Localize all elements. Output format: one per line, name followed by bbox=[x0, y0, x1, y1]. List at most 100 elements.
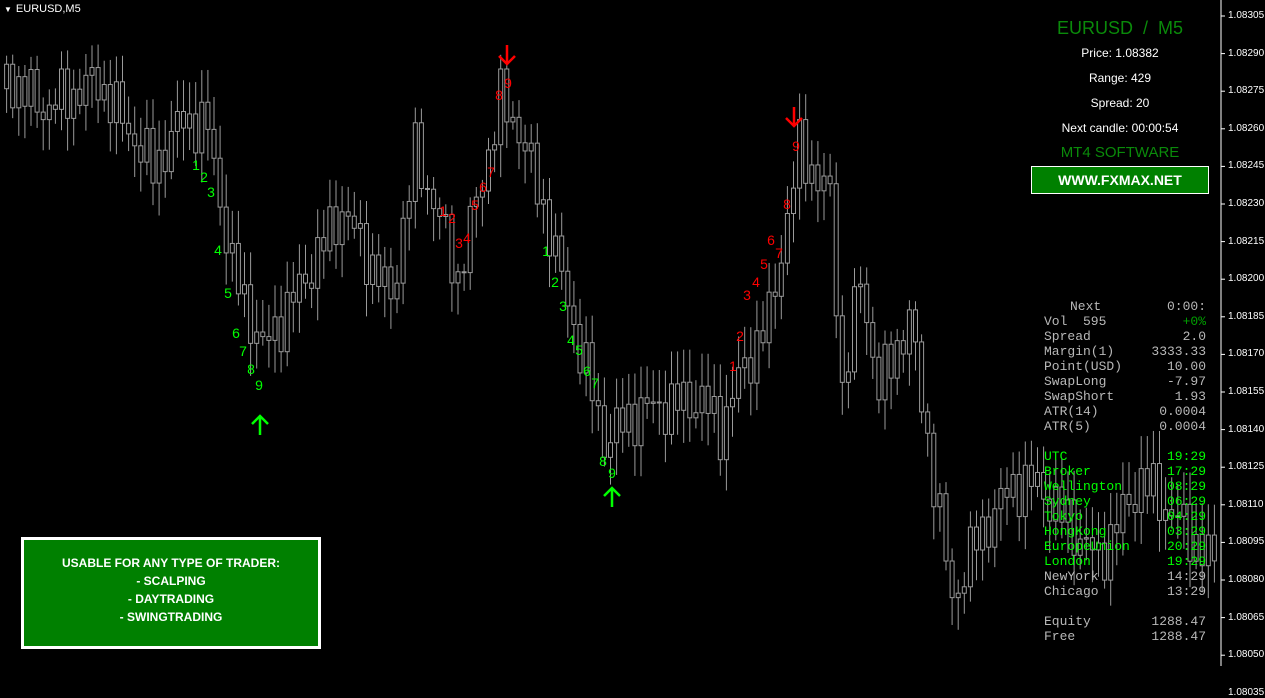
count-label: 7 bbox=[239, 343, 247, 359]
info-row: EuropeUnion 20:29 bbox=[1044, 539, 1206, 554]
candle bbox=[821, 153, 827, 221]
candle bbox=[669, 351, 674, 445]
count-label: 3 bbox=[207, 184, 215, 200]
info-row: Spread 2.0 bbox=[1044, 329, 1206, 344]
count-label: 6 bbox=[767, 232, 775, 248]
candle bbox=[662, 370, 668, 463]
candle bbox=[705, 353, 711, 446]
candle bbox=[199, 70, 205, 183]
candle bbox=[132, 106, 138, 177]
info-row: Free 1288.47 bbox=[1044, 629, 1206, 644]
info-label: ATR(14) bbox=[1044, 404, 1099, 419]
candle bbox=[913, 301, 918, 371]
count-label: 6 bbox=[232, 325, 240, 341]
promo-line: - DAYTRADING bbox=[127, 592, 215, 606]
candle bbox=[28, 56, 34, 126]
price-label: 1.08200 bbox=[1228, 273, 1265, 285]
count-label: 2 bbox=[551, 274, 559, 290]
info-label: Tokyo bbox=[1044, 509, 1084, 524]
count-label: 1 bbox=[192, 157, 200, 173]
count-label: 5 bbox=[224, 285, 232, 301]
candle bbox=[1132, 472, 1138, 542]
spread-readout: Spread: 20 bbox=[1090, 96, 1150, 110]
candle bbox=[101, 60, 107, 112]
candle bbox=[1053, 459, 1059, 541]
candle bbox=[16, 66, 22, 136]
software-label: MT4 SOFTWARE bbox=[1060, 144, 1180, 161]
candle bbox=[1077, 509, 1083, 570]
candle bbox=[925, 403, 931, 457]
candle bbox=[437, 197, 443, 240]
candle bbox=[284, 261, 290, 367]
price-label: 1.08245 bbox=[1228, 160, 1265, 172]
candle bbox=[205, 69, 211, 161]
candle bbox=[955, 579, 961, 630]
count-label: 3 bbox=[455, 235, 463, 251]
candle bbox=[1211, 504, 1217, 583]
candle bbox=[998, 468, 1004, 541]
chart-title[interactable]: ▼ EURUSD,M5 bbox=[4, 3, 81, 15]
arrow-down-icon bbox=[498, 45, 516, 66]
count-label: 2 bbox=[736, 328, 744, 344]
count-label: 9 bbox=[504, 75, 512, 91]
candle bbox=[138, 117, 144, 192]
candle bbox=[1065, 471, 1071, 554]
info-row: Tokyo 04:29 bbox=[1044, 509, 1206, 524]
candle bbox=[1169, 477, 1175, 529]
count-label: 1 bbox=[729, 358, 737, 374]
count-label: 8 bbox=[783, 196, 791, 212]
candle bbox=[40, 97, 46, 151]
candle bbox=[1138, 436, 1144, 544]
candle bbox=[711, 364, 717, 433]
candle bbox=[22, 64, 28, 139]
candle bbox=[1199, 503, 1205, 593]
price-label: 1.08035 bbox=[1228, 686, 1265, 698]
candle bbox=[870, 306, 876, 379]
candle bbox=[339, 186, 345, 278]
candle bbox=[1047, 472, 1053, 553]
info-value: 0.0004 bbox=[1159, 419, 1206, 434]
candle bbox=[455, 263, 461, 315]
candle bbox=[126, 96, 132, 152]
info-value: 06:29 bbox=[1166, 494, 1206, 509]
candle bbox=[418, 108, 424, 198]
website-button[interactable]: WWW.FXMAX.NET bbox=[1031, 166, 1209, 194]
info-row: Broker 17:29 bbox=[1044, 464, 1206, 479]
candle bbox=[309, 254, 315, 309]
price-label: 1.08155 bbox=[1228, 386, 1265, 397]
info-label: Free bbox=[1044, 629, 1076, 644]
promo-line: - SWINGTRADING bbox=[119, 610, 223, 624]
count-label: 3 bbox=[559, 298, 567, 314]
candle bbox=[760, 301, 766, 352]
candle bbox=[254, 299, 260, 369]
candle bbox=[974, 510, 979, 581]
info-label: Vol 595 bbox=[1044, 314, 1107, 329]
info-label: Sydney bbox=[1044, 494, 1091, 509]
candle bbox=[223, 174, 229, 285]
info-value: 0.0004 bbox=[1159, 404, 1206, 419]
count-label: 9 bbox=[608, 465, 616, 481]
candle bbox=[89, 45, 95, 108]
candle bbox=[431, 177, 437, 242]
candle bbox=[809, 140, 815, 201]
candle bbox=[449, 205, 455, 312]
candle bbox=[1175, 483, 1181, 539]
candle bbox=[1163, 477, 1169, 550]
info-row: London 19:29 bbox=[1044, 554, 1206, 569]
candle bbox=[553, 213, 559, 273]
price-label: 1.08275 bbox=[1228, 85, 1265, 97]
price-label: 1.08110 bbox=[1228, 498, 1264, 510]
symbol-stats: Next 0:00: Vol 595 +0% Spread 2.0 Margin(1) 333… bbox=[1044, 299, 1206, 434]
candle bbox=[504, 53, 510, 149]
dropdown-triangle-icon[interactable]: ▼ bbox=[4, 5, 12, 14]
candle bbox=[693, 380, 699, 429]
candle bbox=[644, 366, 650, 419]
info-value: 1.93 bbox=[1174, 389, 1206, 404]
candle bbox=[516, 100, 522, 170]
candle bbox=[1102, 511, 1108, 589]
info-label: Margin(1) bbox=[1044, 344, 1115, 359]
price-label: 1.08290 bbox=[1228, 47, 1265, 59]
candle bbox=[388, 247, 394, 329]
candle bbox=[961, 572, 967, 614]
